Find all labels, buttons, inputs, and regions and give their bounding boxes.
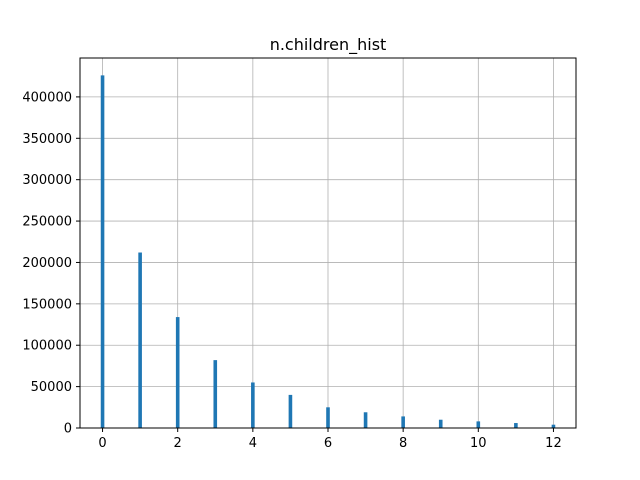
x-tick-label: 8: [399, 436, 407, 451]
histogram-bar: [251, 382, 255, 428]
x-tick-label: 6: [324, 436, 332, 451]
histogram-bar: [363, 412, 368, 428]
y-axis-ticks: 0 50000 100000 150000 200000 250000 300000 3500…: [22, 90, 80, 437]
grid-lines: [80, 58, 576, 429]
y-tick-label: 100000: [22, 339, 72, 354]
histogram-bar: [100, 75, 105, 428]
y-tick-label: 50000: [31, 380, 72, 395]
chart-title: n.children_hist: [270, 35, 387, 55]
x-tick-label: 2: [174, 436, 182, 451]
histogram-bar: [175, 317, 180, 428]
y-tick-label: 250000: [22, 215, 72, 230]
x-tick-label: 0: [98, 436, 106, 451]
x-axis-ticks: 0 2 4 6 8 10 12: [98, 428, 562, 451]
histogram-bar: [326, 407, 330, 428]
y-tick-label: 350000: [22, 132, 72, 147]
y-tick-label: 0: [64, 422, 72, 437]
histogram-bar: [476, 421, 481, 428]
histogram-bar: [438, 419, 443, 428]
histogram-bar: [138, 252, 142, 428]
x-tick-label: 12: [545, 436, 562, 451]
y-tick-label: 150000: [22, 297, 72, 312]
histogram-bar: [401, 416, 405, 428]
histogram-bar: [551, 424, 556, 428]
histogram-bar: [514, 423, 518, 428]
x-tick-label: 4: [249, 436, 257, 451]
histogram-bar: [213, 360, 218, 428]
y-tick-label: 200000: [22, 256, 72, 271]
histogram-bar: [288, 394, 293, 428]
x-tick-label: 10: [470, 436, 487, 451]
bars: [100, 75, 556, 428]
y-tick-label: 300000: [22, 173, 72, 188]
y-tick-label: 400000: [22, 90, 72, 105]
